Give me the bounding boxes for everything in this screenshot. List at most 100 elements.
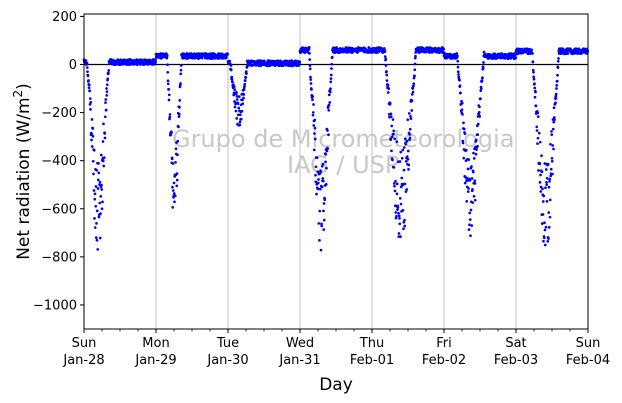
x-tick-label-7-weekday: Sun (576, 336, 601, 351)
data-point-63 (98, 201, 102, 205)
data-point-601 (232, 85, 236, 89)
data-point-51 (95, 168, 99, 172)
data-point-1234 (391, 158, 394, 162)
data-point-50 (95, 222, 98, 225)
data-point-1887 (554, 94, 558, 98)
data-point-1227 (389, 138, 393, 141)
data-point-1243 (393, 137, 397, 141)
data-point-93 (105, 83, 109, 87)
data-point-1241 (392, 182, 396, 185)
data-point-638 (242, 96, 245, 100)
data-point-1491 (455, 52, 459, 55)
data-point-1886 (554, 101, 557, 105)
data-point-974 (326, 129, 329, 132)
data-point-1551 (470, 224, 474, 227)
x-tick-label-0-date: Jan-28 (62, 353, 104, 368)
data-point-1583 (478, 115, 482, 118)
data-point-1276 (401, 209, 405, 212)
data-point-957 (321, 179, 325, 183)
data-point-89 (104, 108, 108, 112)
data-point-1273 (400, 156, 404, 160)
data-point-942 (318, 238, 321, 242)
y-tick-label-5: −800 (41, 250, 77, 265)
data-point-987 (329, 80, 333, 84)
data-point-13 (85, 66, 89, 69)
data-point-1217 (386, 91, 390, 94)
data-point-1292 (405, 139, 409, 143)
data-point-360 (172, 181, 176, 185)
data-point-607 (234, 101, 238, 105)
data-point-907 (309, 78, 313, 82)
data-point-1597 (481, 66, 485, 70)
data-point-1558 (472, 151, 475, 155)
data-point-570 (225, 55, 228, 59)
data-point-373 (175, 178, 179, 182)
data-point-1828 (539, 185, 543, 189)
data-point-1519 (462, 156, 466, 160)
data-point-1581 (477, 110, 481, 114)
data-point-1859 (547, 211, 551, 214)
data-point-970 (325, 166, 328, 170)
data-point-935 (316, 170, 320, 174)
data-point-960 (322, 202, 326, 205)
data-point-1554 (471, 188, 474, 191)
data-point-1319 (412, 82, 416, 86)
data-point-343 (168, 115, 172, 119)
data-point-1324 (413, 62, 417, 66)
data-point-985 (328, 90, 332, 94)
data-point-1238 (392, 132, 395, 136)
data-point-1799 (532, 75, 536, 79)
data-point-1504 (458, 84, 462, 88)
data-point-1545 (468, 218, 472, 221)
x-tick-label-6-date: Feb-03 (494, 353, 538, 368)
data-point-1282 (403, 218, 406, 222)
data-point-589 (229, 68, 233, 72)
data-point-591 (230, 75, 234, 79)
data-point-963 (323, 198, 327, 202)
data-point-1529 (464, 148, 468, 152)
data-point-42 (93, 217, 96, 220)
data-point-1240 (392, 166, 396, 169)
data-point-1575 (476, 133, 480, 136)
data-point-1589 (479, 87, 483, 90)
data-point-1306 (409, 114, 412, 118)
data-point-958 (322, 209, 325, 213)
watermark-line-2: IAG / USP (287, 151, 399, 179)
data-point-389 (179, 64, 183, 67)
data-point-341 (167, 93, 171, 97)
data-point-44 (93, 192, 97, 196)
data-point-1860 (547, 185, 551, 189)
data-point-1251 (395, 140, 399, 144)
data-point-583 (228, 59, 232, 63)
y-tick-label-4: −600 (41, 202, 77, 217)
data-point-1239 (392, 129, 396, 133)
data-point-629 (239, 117, 243, 121)
y-axis-title: Net radiation (W/m2) (11, 83, 34, 260)
data-point-1858 (547, 237, 550, 240)
data-point-1231 (390, 124, 394, 128)
data-point-64 (98, 180, 102, 184)
data-point-966 (324, 160, 327, 164)
data-point-1836 (541, 213, 545, 216)
data-point-1246 (394, 179, 397, 183)
data-point-1303 (408, 133, 412, 136)
data-point-975 (326, 147, 330, 150)
x-tick-label-2-weekday: Tue (216, 336, 239, 351)
data-point-647 (244, 76, 248, 79)
data-point-1555 (471, 201, 475, 204)
data-point-337 (166, 82, 170, 86)
y-tick-label-2: −200 (41, 106, 77, 121)
data-point-619 (237, 106, 241, 110)
data-point-1797 (531, 68, 535, 72)
data-point-56 (96, 187, 100, 190)
data-point-1315 (411, 87, 415, 90)
data-point-1264 (398, 160, 402, 163)
data-point-83 (103, 132, 107, 135)
data-point-1299 (407, 163, 411, 167)
data-point-8 (84, 59, 88, 62)
data-point-20 (87, 86, 91, 90)
data-point-1498 (457, 73, 460, 76)
data-point-1205 (383, 55, 387, 58)
data-point-988 (329, 77, 333, 80)
data-point-1230 (390, 149, 393, 153)
